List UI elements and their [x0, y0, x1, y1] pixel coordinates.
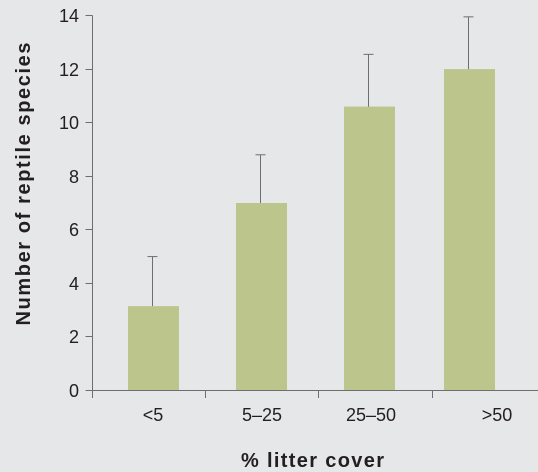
error-bar-1 [147, 256, 158, 307]
bar-3 [344, 106, 395, 391]
y-tick-label: 6 [69, 220, 79, 240]
x-axis-title: % litter cover [241, 450, 384, 472]
error-bar-2 [255, 154, 266, 203]
x-axis: <5 5–25 25–50 >50 [92, 390, 538, 425]
y-tick-label: 2 [69, 327, 79, 347]
y-tick-label: 4 [69, 274, 79, 294]
y-tick-label: 12 [59, 60, 79, 80]
y-axis: 0 2 4 6 8 10 12 14 [59, 6, 93, 401]
bar-2 [236, 203, 287, 391]
bar-4 [444, 69, 495, 391]
y-tick-label: 10 [59, 113, 79, 133]
x-category-label: <5 [143, 405, 164, 425]
y-tick-label: 8 [69, 167, 79, 187]
y-tick-label: 0 [69, 381, 79, 401]
bars [128, 69, 495, 391]
x-category-label: 25–50 [346, 405, 396, 425]
error-bar-3 [363, 53, 374, 107]
error-bar-4 [463, 16, 474, 70]
x-category-label: 5–25 [242, 405, 282, 425]
error-bars [147, 16, 474, 307]
y-tick-label: 14 [59, 6, 79, 26]
y-axis-title: Number of reptile species [13, 43, 35, 326]
x-category-label: >50 [482, 405, 513, 425]
bar-1 [128, 306, 179, 391]
